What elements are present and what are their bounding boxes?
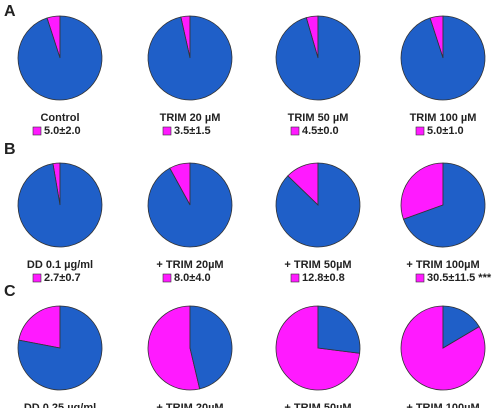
- legend-swatch: [290, 126, 300, 136]
- pie-slice: [402, 162, 486, 248]
- pie-title: Control: [40, 112, 79, 124]
- legend-swatch: [415, 126, 425, 136]
- pie-slice: [400, 305, 486, 391]
- pie-slice: [147, 15, 233, 101]
- panel-label: C: [4, 283, 16, 300]
- pie-slice: [17, 162, 103, 248]
- pie-title: + TRIM 50µM: [284, 259, 351, 271]
- pie-title: + TRIM 100µM: [406, 402, 479, 408]
- value-label: 3.5±1.5: [174, 125, 211, 137]
- pie-title: DD 0.1 µg/ml: [27, 259, 93, 271]
- panel-label: A: [4, 3, 16, 20]
- legend-swatch: [32, 273, 42, 283]
- legend-swatch: [32, 126, 42, 136]
- legend-swatch: [290, 273, 300, 283]
- pie-slice: [17, 15, 103, 101]
- value-label: 4.5±0.0: [302, 125, 339, 137]
- legend-swatch: [162, 126, 172, 136]
- pie-title: + TRIM 50µM: [284, 402, 351, 408]
- pie-title: + TRIM 20µM: [156, 402, 223, 408]
- pie-title: + TRIM 20µM: [156, 259, 223, 271]
- pie-slice: [147, 162, 233, 248]
- value-label: 2.7±0.7: [44, 272, 81, 284]
- pie-slice: [275, 15, 361, 101]
- legend-swatch: [162, 273, 172, 283]
- legend-swatch: [415, 273, 425, 283]
- pie-slice: [317, 305, 361, 354]
- value-label: 5.0±1.0: [427, 125, 464, 137]
- pie-slice: [442, 305, 480, 349]
- pie-slice: [275, 162, 361, 248]
- pie-title: DD 0.25 µg/ml: [24, 402, 96, 408]
- pie-slice: [147, 305, 201, 391]
- pie-slice: [400, 15, 486, 101]
- value-label: 5.0±2.0: [44, 125, 81, 137]
- pie-title: TRIM 50 µM: [288, 112, 349, 124]
- pie-title: + TRIM 100µM: [406, 259, 479, 271]
- pie-slice: [17, 305, 103, 391]
- pie-slice: [18, 305, 61, 349]
- value-label: 30.5±11.5 ***: [427, 272, 492, 284]
- value-label: 8.0±4.0: [174, 272, 211, 284]
- value-label: 12.8±0.8: [302, 272, 345, 284]
- panel-label: B: [4, 141, 16, 158]
- pie-title: TRIM 20 µM: [160, 112, 221, 124]
- pie-slice: [189, 305, 233, 390]
- pie-title: TRIM 100 µM: [410, 112, 477, 124]
- pie-slice: [400, 162, 444, 220]
